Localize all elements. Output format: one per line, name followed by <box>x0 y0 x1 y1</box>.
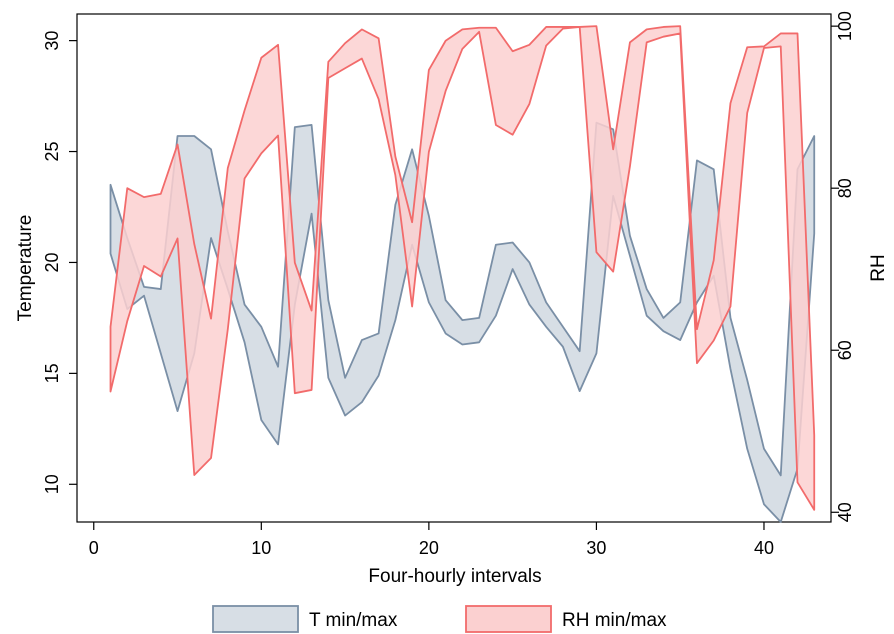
y-right-axis: 40 60 80 100 <box>831 11 855 522</box>
legend-label-t: T min/max <box>309 610 398 631</box>
x-tick-label: 20 <box>419 538 439 558</box>
series-area-t <box>109 121 816 523</box>
y-right-tick-label: 60 <box>835 340 855 360</box>
x-axis-title: Four-hourly intervals <box>368 566 541 587</box>
legend-swatch-rh <box>465 605 552 633</box>
series-area-rh <box>109 25 816 511</box>
y-left-tick-label: 10 <box>42 474 62 494</box>
y-left-axis: 10 15 20 25 30 <box>42 31 77 494</box>
series-layer <box>109 25 816 523</box>
x-axis: 0 10 20 30 40 <box>89 522 774 558</box>
y-left-tick-label: 15 <box>42 363 62 383</box>
plot-frame <box>76 13 832 523</box>
y-right-tick-label: 100 <box>835 11 855 41</box>
legend-label-rh: RH min/max <box>562 610 667 631</box>
x-tick-label: 40 <box>754 538 774 558</box>
y-left-axis-title: Temperature <box>15 215 36 322</box>
y-left-tick-label: 20 <box>42 252 62 272</box>
y-right-axis-title: RH <box>868 254 889 281</box>
y-right-tick-label: 40 <box>835 502 855 522</box>
y-right-tick-label: 80 <box>835 178 855 198</box>
x-tick-label: 30 <box>586 538 606 558</box>
y-left-tick-label: 30 <box>42 31 62 51</box>
legend-swatch-t <box>212 605 299 633</box>
x-tick-label: 0 <box>89 538 99 558</box>
x-tick-label: 10 <box>251 538 271 558</box>
y-left-tick-label: 25 <box>42 142 62 162</box>
legend: T min/max RH min/max <box>212 605 667 633</box>
